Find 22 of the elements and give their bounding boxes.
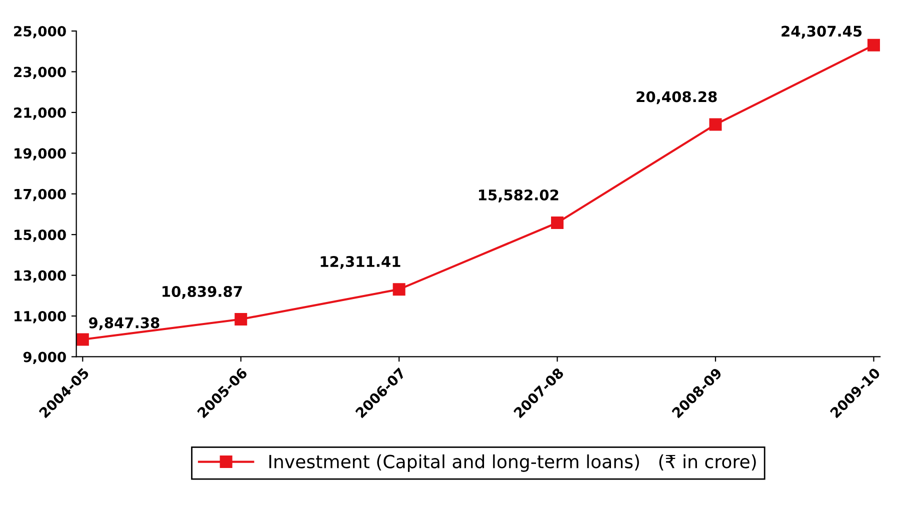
point xyxy=(234,313,248,326)
data-label: 20,408.28 xyxy=(636,91,717,104)
legend-label: Investment (Capital and long-term loans) (₹ in crore) xyxy=(269,454,756,472)
data-label: 10,839.87 xyxy=(162,286,242,299)
y-tick-label: 15,000 xyxy=(14,230,66,242)
data-label: 24,307.45 xyxy=(782,26,862,39)
point xyxy=(392,283,406,296)
y-tick-label: 25,000 xyxy=(14,26,66,38)
point xyxy=(551,216,564,229)
y-tick-label: 19,000 xyxy=(14,148,66,160)
y-tick-label: 17,000 xyxy=(14,188,66,202)
y-tick-label: 21,000 xyxy=(14,107,66,120)
y-tick-label: 13,000 xyxy=(14,270,66,283)
point xyxy=(867,38,880,52)
point xyxy=(76,333,89,346)
y-tick-label: 11,000 xyxy=(14,310,66,324)
data-label: 12,311.41 xyxy=(320,256,400,269)
y-tick-label: 9,000 xyxy=(23,352,66,364)
y-tick-label: 23,000 xyxy=(14,66,66,79)
data-label: 15,582.02 xyxy=(478,189,558,202)
point xyxy=(709,118,722,131)
data-label: 9,847.38 xyxy=(88,317,160,330)
